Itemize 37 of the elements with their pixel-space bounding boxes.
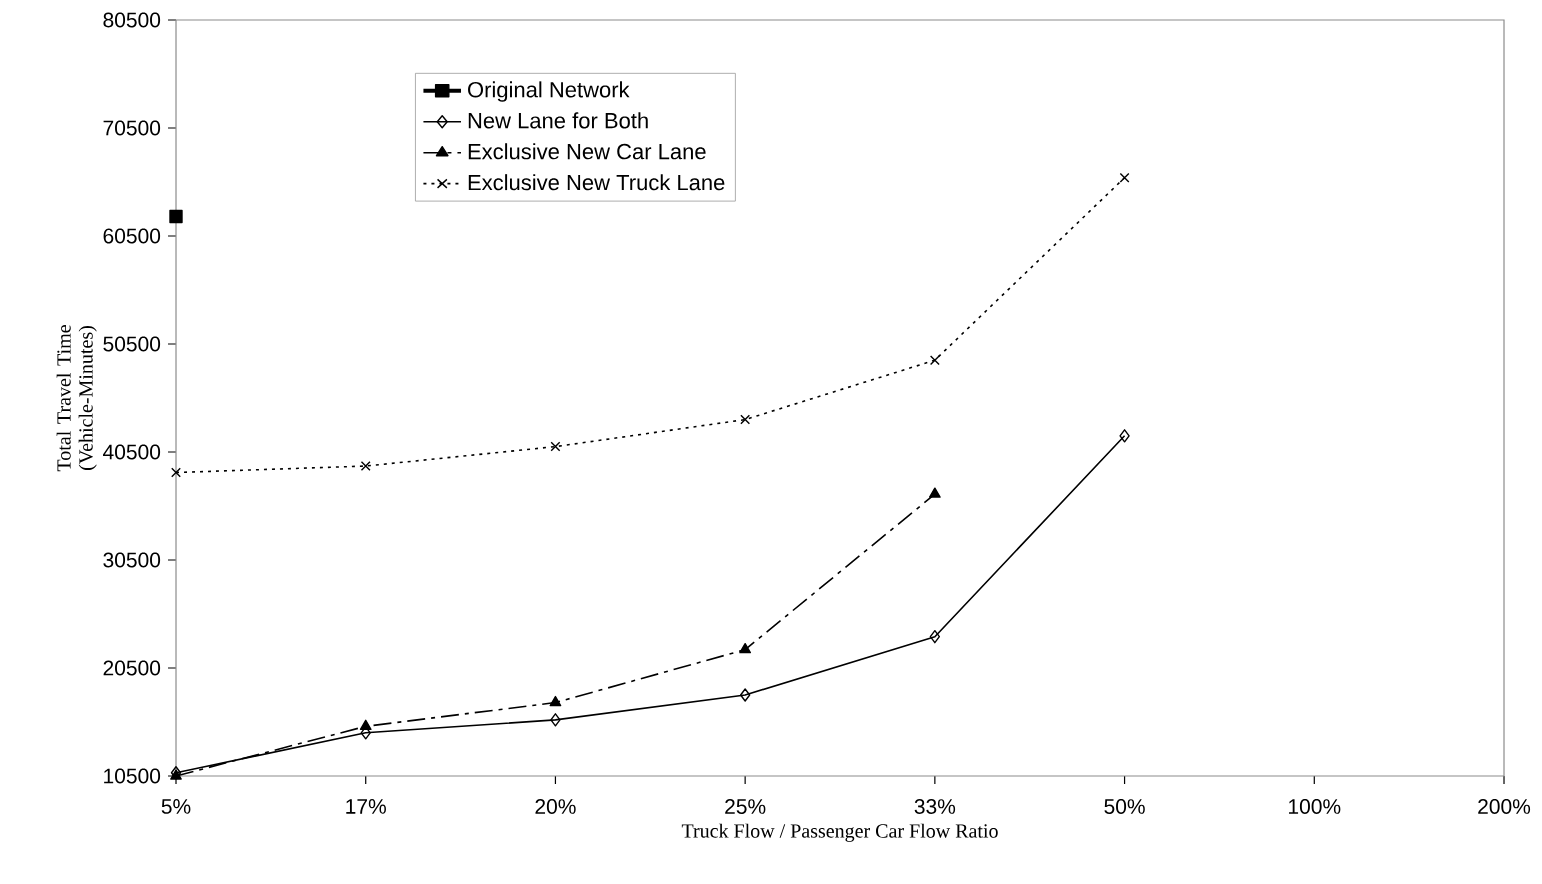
- y-axis-title: Total Travel Time (Vehicle-Minutes): [56, 325, 97, 472]
- x-tick-label: 100%: [1289, 799, 1341, 814]
- x-tick-label: 5%: [161, 799, 191, 814]
- point: [169, 209, 183, 224]
- y-tick-label: 30500: [103, 552, 161, 568]
- x-axis-title: Truck Flow / Passenger Car Flow Ratio: [681, 823, 998, 842]
- y-tick-label: 50500: [103, 336, 161, 352]
- y-tick-label: 20500: [103, 660, 161, 676]
- point: [171, 467, 181, 478]
- point: [929, 629, 941, 644]
- point: [359, 719, 372, 731]
- x-tick-label: 33%: [914, 799, 956, 814]
- legend-label: Exclusive New Truck Lane: [468, 174, 725, 191]
- point: [929, 355, 940, 366]
- x-tick-label: 50%: [1104, 799, 1145, 814]
- y-tick-label: 80500: [103, 12, 161, 28]
- legend-label: New Lane for Both: [468, 112, 648, 129]
- x-tick-label: 17%: [346, 799, 386, 814]
- y-tick-label: 60500: [103, 228, 161, 244]
- y-tick-label: 40500: [103, 444, 161, 460]
- point: [1119, 429, 1130, 443]
- point: [549, 695, 562, 707]
- x-tick-label: 25%: [725, 799, 766, 814]
- x-tick-label: 20%: [535, 799, 576, 814]
- y-tick-label: 70500: [103, 120, 161, 136]
- y-tick-label: 10500: [104, 768, 161, 784]
- x-tick-label: 200%: [1478, 799, 1531, 814]
- point: [739, 688, 751, 702]
- point: [739, 642, 752, 654]
- point: [550, 713, 561, 727]
- legend-label: Original Network: [468, 81, 630, 102]
- point: [550, 441, 561, 452]
- point: [928, 487, 941, 498]
- point: [740, 414, 751, 425]
- point: [360, 461, 371, 471]
- legend-label: Exclusive New Car Lane: [468, 143, 706, 160]
- point: [1119, 172, 1130, 183]
